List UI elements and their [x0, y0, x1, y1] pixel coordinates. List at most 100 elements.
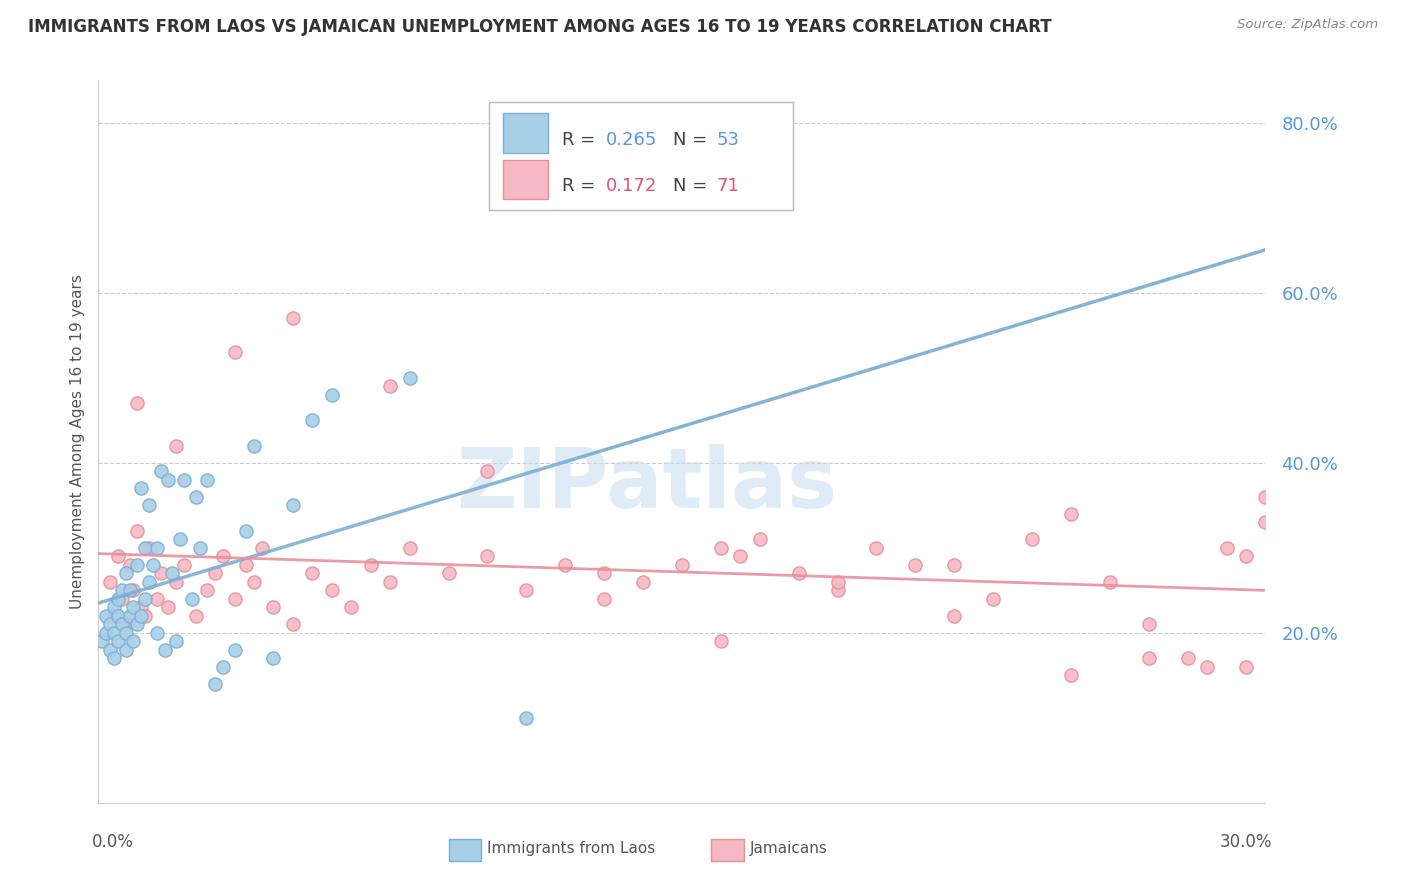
Point	[1234, 660, 1257, 674]
Point	[748, 533, 770, 547]
Point	[138, 574, 160, 589]
Point	[827, 574, 849, 589]
Point	[631, 574, 654, 589]
Point	[138, 498, 160, 512]
Point	[212, 549, 235, 564]
Point	[477, 549, 499, 564]
Point	[515, 711, 537, 725]
Point	[262, 600, 284, 615]
Point	[943, 558, 966, 572]
Point	[787, 566, 810, 581]
Point	[904, 558, 927, 572]
Point	[127, 617, 149, 632]
Point	[157, 600, 180, 615]
Text: Immigrants from Laos: Immigrants from Laos	[486, 841, 655, 855]
Point	[981, 591, 1004, 606]
Point	[103, 600, 125, 615]
Point	[169, 533, 191, 547]
Text: 53: 53	[717, 130, 740, 149]
Point	[250, 541, 273, 555]
Text: 0.0%: 0.0%	[91, 833, 134, 851]
Text: N =: N =	[672, 130, 713, 149]
Point	[710, 541, 733, 555]
Text: 0.265: 0.265	[606, 130, 658, 149]
Text: IMMIGRANTS FROM LAOS VS JAMAICAN UNEMPLOYMENT AMONG AGES 16 TO 19 YEARS CORRELAT: IMMIGRANTS FROM LAOS VS JAMAICAN UNEMPLO…	[28, 18, 1052, 36]
Point	[173, 558, 195, 572]
Point	[114, 566, 136, 581]
Point	[134, 591, 156, 606]
FancyBboxPatch shape	[503, 112, 548, 153]
Text: Source: ZipAtlas.com: Source: ZipAtlas.com	[1237, 18, 1378, 31]
Point	[129, 600, 152, 615]
Point	[380, 379, 402, 393]
Point	[865, 541, 887, 555]
Y-axis label: Unemployment Among Ages 16 to 19 years: Unemployment Among Ages 16 to 19 years	[69, 274, 84, 609]
FancyBboxPatch shape	[449, 838, 481, 861]
Point	[477, 464, 499, 478]
Point	[321, 388, 343, 402]
Point	[301, 413, 323, 427]
Point	[1137, 651, 1160, 665]
Point	[212, 660, 235, 674]
Point	[114, 625, 136, 640]
Point	[98, 642, 121, 657]
Text: R =: R =	[562, 130, 600, 149]
Point	[122, 600, 145, 615]
Point	[262, 651, 284, 665]
Point	[129, 481, 152, 495]
Point	[111, 617, 134, 632]
Text: R =: R =	[562, 178, 600, 195]
Point	[827, 583, 849, 598]
Point	[153, 642, 176, 657]
Point	[380, 574, 402, 589]
FancyBboxPatch shape	[711, 838, 744, 861]
Point	[98, 574, 121, 589]
Point	[943, 608, 966, 623]
Point	[111, 583, 134, 598]
FancyBboxPatch shape	[503, 160, 548, 200]
Point	[162, 566, 184, 581]
Point	[243, 439, 266, 453]
Point	[118, 583, 141, 598]
Point	[398, 371, 420, 385]
Point	[710, 634, 733, 648]
Point	[114, 642, 136, 657]
Point	[165, 439, 187, 453]
Point	[593, 591, 616, 606]
Point	[122, 583, 145, 598]
Point	[204, 566, 226, 581]
Point	[146, 591, 169, 606]
Point	[165, 634, 187, 648]
Point	[195, 473, 218, 487]
Point	[224, 642, 246, 657]
Point	[98, 617, 121, 632]
Point	[146, 625, 169, 640]
Point	[360, 558, 382, 572]
Text: 30.0%: 30.0%	[1220, 833, 1272, 851]
Point	[204, 677, 226, 691]
Point	[103, 651, 125, 665]
Point	[107, 549, 129, 564]
Point	[118, 608, 141, 623]
Point	[398, 541, 420, 555]
Point	[1254, 516, 1277, 530]
Point	[593, 566, 616, 581]
Point	[129, 608, 152, 623]
Point	[437, 566, 460, 581]
Point	[146, 541, 169, 555]
FancyBboxPatch shape	[489, 102, 793, 211]
Point	[107, 634, 129, 648]
Point	[157, 473, 180, 487]
Point	[671, 558, 693, 572]
Point	[165, 574, 187, 589]
Point	[1177, 651, 1199, 665]
Point	[107, 608, 129, 623]
Point	[184, 490, 207, 504]
Point	[730, 549, 752, 564]
Point	[340, 600, 363, 615]
Point	[1137, 617, 1160, 632]
Point	[235, 524, 257, 538]
Point	[173, 473, 195, 487]
Point	[180, 591, 202, 606]
Point	[195, 583, 218, 598]
